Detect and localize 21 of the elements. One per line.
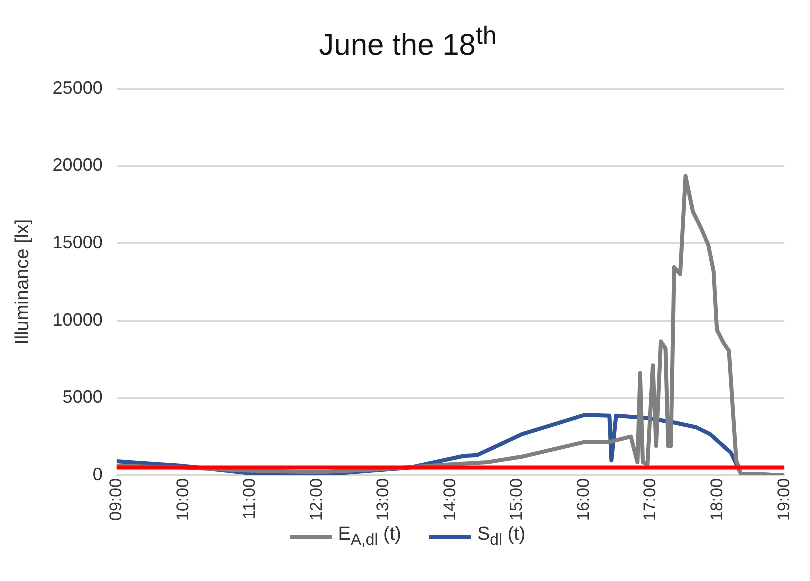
y-tick-label: 25000 — [52, 78, 103, 98]
x-tick-label: 11:00 — [240, 478, 260, 520]
x-tick-label: 09:00 — [106, 478, 126, 522]
legend-label: S$_{dl}$ (t) — [477, 524, 526, 550]
x-tick-label: 17:00 — [640, 478, 660, 522]
x-tick-label: 18:00 — [708, 478, 727, 522]
legend-label: E$_{A,dl}$ (t) — [338, 524, 402, 550]
x-tick-label: 19:00 — [774, 478, 794, 522]
x-tick-label: 16:00 — [574, 478, 593, 522]
y-tick-label: 5000 — [62, 387, 103, 408]
x-tick-label: 12:00 — [306, 478, 326, 522]
y-tick-label: 10000 — [52, 310, 103, 330]
chart-title: June the 18$^{th}$ — [318, 21, 498, 64]
y-tick-label: 15000 — [52, 232, 103, 252]
x-tick-label: 15:00 — [507, 478, 526, 522]
x-tick-label: 10:00 — [173, 478, 192, 522]
y-tick-label: 0 — [92, 464, 103, 484]
x-tick-label: 14:00 — [440, 478, 460, 522]
x-tick-label: 13:00 — [374, 478, 393, 522]
y-axis-title: Illuminance [lx] — [12, 219, 34, 345]
y-tick-label: 20000 — [52, 155, 103, 176]
